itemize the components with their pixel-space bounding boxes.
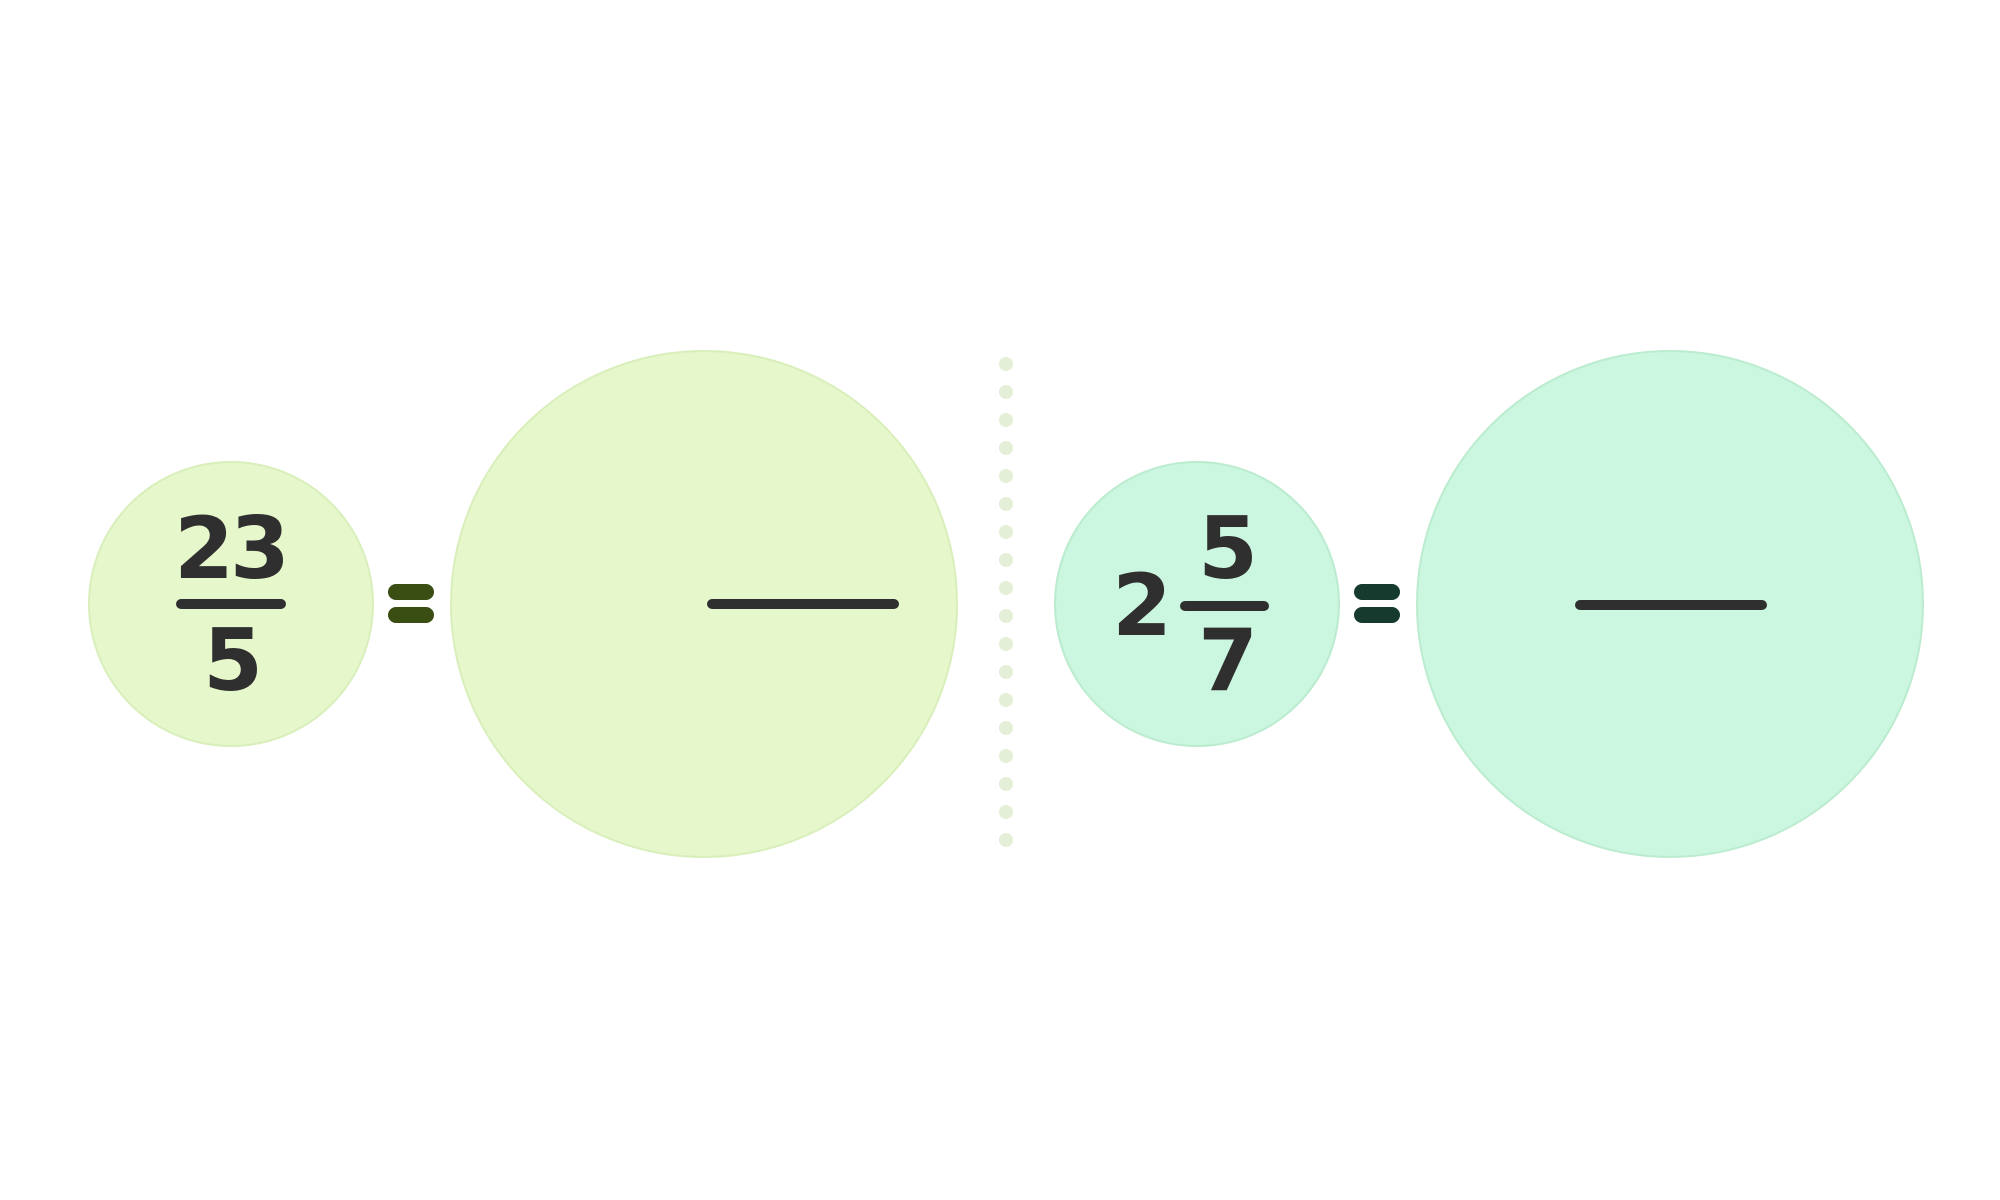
left-denominator: 5 bbox=[203, 611, 263, 711]
right-numerator: 5 bbox=[1198, 499, 1258, 599]
right-answer-fraction-line bbox=[1575, 600, 1767, 610]
right-denominator: 7 bbox=[1198, 611, 1258, 711]
left-answer-fraction-line bbox=[707, 599, 899, 609]
left-numerator: 23 bbox=[174, 499, 290, 599]
right-fraction-bar bbox=[1180, 601, 1269, 611]
right-whole-number: 2 bbox=[1112, 556, 1172, 656]
left-fraction-bar bbox=[176, 599, 286, 609]
